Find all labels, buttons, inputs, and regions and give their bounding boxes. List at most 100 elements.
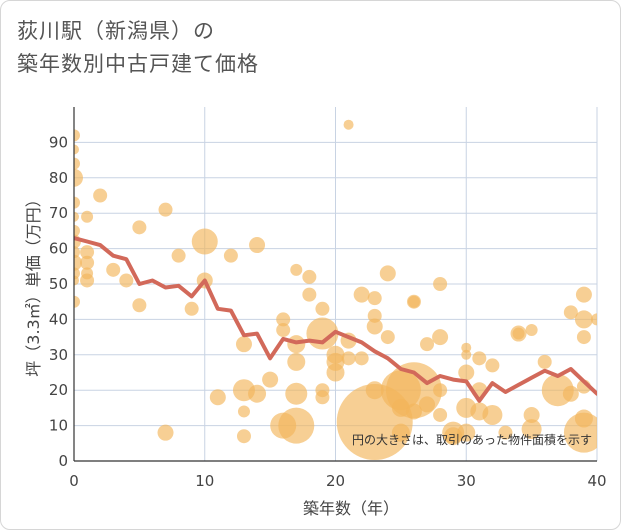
bubble-point [498, 425, 513, 440]
bubble-point [574, 409, 593, 428]
bubble-point [302, 269, 317, 284]
bubble-point [235, 336, 252, 353]
bubble-point [562, 385, 579, 402]
bubble-point [74, 196, 80, 209]
average-line-series [74, 236, 597, 403]
size-annotation: 円の大きさは、取引のあった物件面積を示す [352, 432, 592, 447]
bubble-point [461, 349, 472, 360]
bubble-point [433, 383, 448, 398]
bubble-point [563, 305, 578, 320]
y-tick-label: 30 [49, 346, 68, 364]
chart-title: 荻川駅（新潟県）の 築年数別中古戸建て価格 [17, 15, 259, 81]
bubble-point [262, 371, 279, 388]
bubble-point [391, 423, 410, 442]
bubble-point [433, 407, 448, 422]
bubble-series [74, 119, 597, 461]
bubble-point [354, 351, 369, 366]
bubble-point [407, 295, 420, 308]
bubble-point [574, 310, 593, 329]
bubble-point [576, 330, 591, 345]
bubble-point [248, 384, 267, 403]
bubble-point [380, 370, 421, 411]
chart-title-line-2: 築年数別中古戸建て価格 [17, 52, 259, 76]
bubble-point [74, 295, 80, 308]
bubble-point [432, 329, 449, 346]
bubble-point [470, 402, 489, 421]
bubble-point [276, 323, 291, 338]
x-tick-label: 20 [326, 472, 345, 490]
bubble-point [366, 318, 383, 335]
bubble-point [184, 301, 199, 316]
bubble-point [237, 405, 250, 418]
bubble-point [74, 254, 82, 271]
bubble-point [512, 327, 525, 340]
bubble-point [341, 351, 356, 366]
bubble-point [209, 389, 226, 406]
bubble-point [353, 286, 370, 303]
bubble-point [457, 423, 476, 442]
bubble-point [191, 228, 218, 255]
bubble-point [74, 211, 79, 222]
bubble-point [380, 330, 395, 345]
bubble-point [485, 358, 500, 373]
bubble-point [367, 308, 382, 323]
bubble-point [458, 364, 475, 381]
y-tick-label: 0 [58, 452, 68, 470]
bubble-point [391, 398, 410, 417]
bubble-point [74, 275, 79, 286]
bubble-point [74, 144, 79, 155]
bubble-point [537, 354, 552, 369]
bubble-point [302, 287, 317, 302]
bubble-point [74, 168, 83, 187]
y-tick-label: 90 [49, 133, 68, 151]
y-tick-label: 10 [49, 417, 68, 435]
bubble-point [106, 262, 121, 277]
x-tick-label: 10 [195, 472, 214, 490]
y-tick-label: 80 [49, 169, 68, 187]
bubble-point [119, 273, 134, 288]
bubble-point [74, 224, 80, 237]
bubble-point [419, 396, 436, 413]
bubble-point [270, 412, 297, 439]
bubble-point [591, 313, 597, 326]
bubble-point [367, 291, 382, 306]
y-tick-label: 40 [49, 310, 68, 328]
bubble-point [521, 419, 542, 440]
x-tick-label: 30 [457, 472, 476, 490]
bubble-point [74, 157, 80, 170]
bubble-point [236, 429, 251, 444]
y-tick-label: 20 [49, 381, 68, 399]
axes: 0 10 20 30 40 0 10 20 30 40 50 60 70 80 90 [49, 107, 607, 490]
bubble-point [287, 352, 306, 371]
bubble-point [433, 277, 448, 291]
bubble-point [523, 406, 540, 423]
x-axis-title: 築年数（年） [303, 499, 399, 518]
bubble-point [223, 248, 238, 263]
bubble-point [157, 424, 174, 441]
y-axis-title: 坪（3.3㎡）単価（万円） [24, 191, 43, 376]
bubble-point [365, 381, 384, 400]
y-tick-label: 60 [49, 240, 68, 258]
bubble-point [461, 342, 472, 353]
bubble-point [276, 312, 291, 327]
bubble-point [379, 265, 396, 282]
bubble-point [575, 286, 592, 303]
bubble-point [472, 351, 487, 366]
y-tick-label: 50 [49, 275, 68, 293]
bubble-point [249, 237, 266, 254]
bubble-point [315, 301, 330, 316]
bubble-point [315, 390, 330, 405]
bubble-point [158, 202, 173, 217]
bubble-point [420, 337, 435, 352]
bubble-point [132, 220, 147, 235]
bubble-point [343, 119, 354, 130]
bubble-point [81, 210, 94, 223]
bubble-point [405, 403, 422, 420]
bubble-point [132, 298, 147, 313]
x-tick-label: 40 [587, 472, 606, 490]
bubble-point [525, 324, 538, 337]
bubble-point [326, 363, 345, 382]
bubble-point [171, 248, 186, 263]
